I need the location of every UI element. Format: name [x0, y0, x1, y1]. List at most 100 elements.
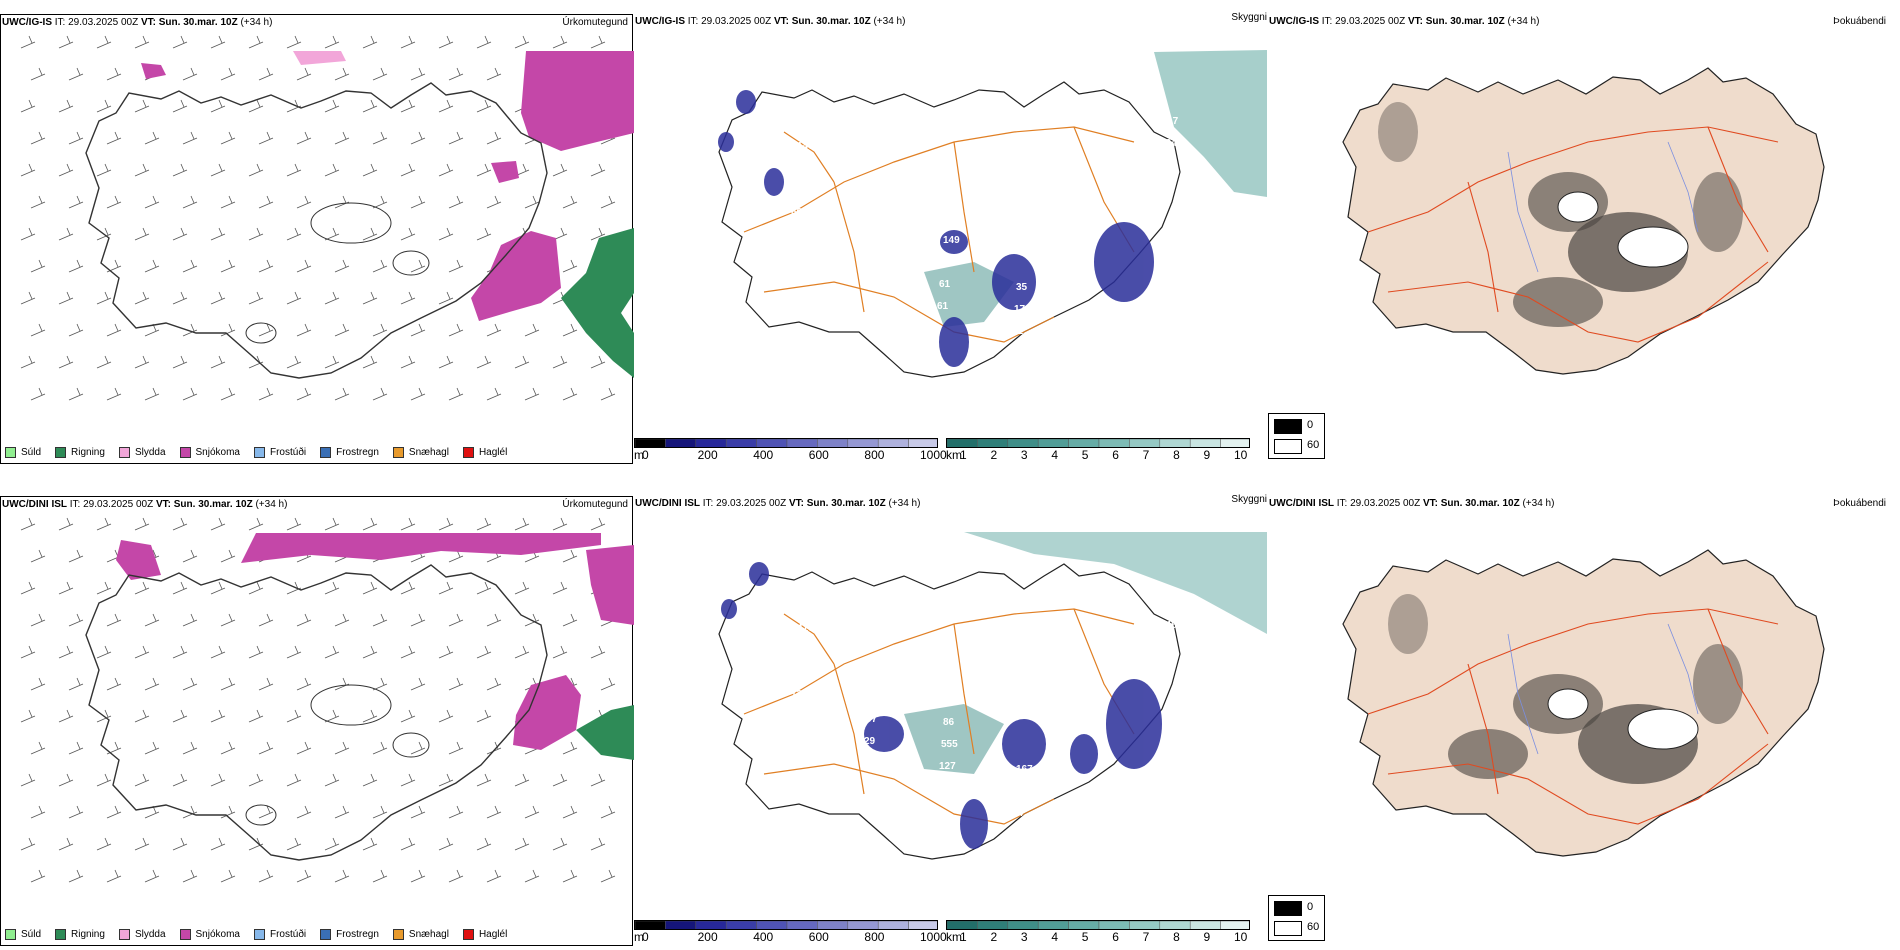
wind-barb: [248, 709, 264, 723]
wind-barb: [258, 677, 274, 691]
wind-barb: [296, 195, 312, 209]
wind-barb: [134, 773, 150, 787]
wind-barb: [448, 387, 464, 401]
wind-barb: [144, 259, 160, 273]
legend-label: Frostúði: [269, 446, 307, 458]
wind-barb: [172, 163, 188, 177]
wind-barb: [324, 517, 340, 531]
wind-barb: [552, 773, 568, 787]
wind-barb: [286, 709, 302, 723]
legend-item: Súld: [5, 446, 41, 458]
wind-barb: [296, 677, 312, 691]
cloud-height-label: 149: [943, 235, 960, 246]
wind-barb: [248, 645, 264, 659]
cloud-height-label: 29: [789, 229, 801, 240]
wind-barb: [20, 355, 36, 369]
wind-barb: [58, 837, 74, 851]
wind-barb: [438, 99, 454, 113]
wind-barb: [562, 259, 578, 273]
wind-barb: [400, 837, 416, 851]
legend-label: Rigning: [71, 446, 105, 458]
wind-barb: [182, 323, 198, 337]
wind-barb: [296, 387, 312, 401]
cloud-height-label: 35: [866, 232, 878, 243]
wind-barb: [96, 517, 112, 531]
wind-barb: [438, 227, 454, 241]
wind-barb: [448, 677, 464, 691]
legend-swatch: [392, 446, 404, 458]
wind-barb: [410, 869, 426, 883]
wind-barb: [210, 291, 226, 305]
wind-barb: [562, 195, 578, 209]
wind-barb: [248, 355, 264, 369]
legend-label: Frostregn: [336, 446, 379, 458]
wind-barb: [134, 163, 150, 177]
colorbar-step: [1129, 921, 1161, 929]
wind-barb: [210, 35, 226, 49]
cloud-base-panel-igis: UWC/IG-IS IT: 29.03.2025 00Z VT: Sun. 30…: [634, 12, 1267, 464]
wind-barb: [400, 163, 416, 177]
wind-barb: [106, 741, 122, 755]
wind-barb: [514, 837, 530, 851]
wind-barb: [476, 517, 492, 531]
wind-barb: [220, 677, 236, 691]
wind-barb: [68, 869, 84, 883]
wind-barb: [362, 35, 378, 49]
wind-barb: [334, 131, 350, 145]
colorbar-step: [1068, 439, 1100, 447]
wind-barb: [486, 67, 502, 81]
colorbar-m: m 0 200 400 600 800 1000: [634, 438, 947, 462]
cloud-height-label: 555: [941, 739, 958, 750]
cloud-height-label: 90: [1089, 329, 1101, 340]
legend-swatch: [320, 446, 332, 458]
wind-barb: [600, 869, 616, 883]
wind-barb: [210, 645, 226, 659]
wind-barb: [258, 259, 274, 273]
colorbar-tick-label: 10: [1234, 448, 1248, 462]
wind-barb: [562, 323, 578, 337]
cloud-height-label: 107: [1089, 811, 1106, 822]
panel-title: Úrkomutegund: [562, 17, 628, 28]
wind-barb: [106, 131, 122, 145]
wind-barb: [448, 195, 464, 209]
wind-barb: [144, 869, 160, 883]
colorbar-step: [1037, 439, 1069, 447]
legend-swatch: [392, 928, 404, 940]
colorbar-step: [977, 439, 1009, 447]
wind-barb: [372, 805, 388, 819]
glacier-outlines: [245, 202, 430, 344]
precip-legend: Súld Rigning Slydda Snjókoma Frostúði Frostre…: [5, 444, 521, 460]
cloud-height-labels: 76 146 119 149 35 90 117 230 148 184 176 150 224 138 3…: [724, 94, 1179, 362]
wind-barb: [68, 323, 84, 337]
roads: [1367, 608, 1779, 825]
snow-area: [141, 63, 166, 79]
wind-barb: [600, 677, 616, 691]
wind-barb: [248, 291, 264, 305]
wind-barb: [400, 645, 416, 659]
wind-barb: [514, 581, 530, 595]
colorbar-tick-label: 1000: [920, 930, 947, 944]
fog-legend-label: 60: [1307, 921, 1320, 933]
wind-barb: [590, 355, 606, 369]
wind-barb: [334, 805, 350, 819]
wind-barb: [182, 67, 198, 81]
wind-barb: [514, 35, 530, 49]
legend-label: Snæhagl: [408, 928, 449, 940]
colorbar-tick-label: 200: [697, 930, 718, 944]
wind-barb: [334, 677, 350, 691]
wind-barb: [20, 227, 36, 241]
cloud-height-label: 28: [1156, 182, 1168, 193]
colorbar-step: [1037, 921, 1069, 929]
colorbar-m: m 0 200 400 600 800 1000: [634, 920, 947, 944]
colorbar-tick-label: 400: [753, 448, 774, 462]
colorbar-tick-label: 1000: [920, 448, 947, 462]
colorbar-step: [1129, 439, 1161, 447]
wind-barb: [486, 131, 502, 145]
colorbar-tick-label: 5: [1081, 448, 1089, 462]
wind-barb: [258, 323, 274, 337]
snow-area: [491, 161, 519, 183]
colorbar-km: km 1 2 3 4 5 6 7 8 9 10: [946, 920, 1250, 944]
colorbar-step: [847, 439, 879, 447]
colorbar-step: [817, 439, 849, 447]
colorbar-step: [908, 921, 937, 929]
